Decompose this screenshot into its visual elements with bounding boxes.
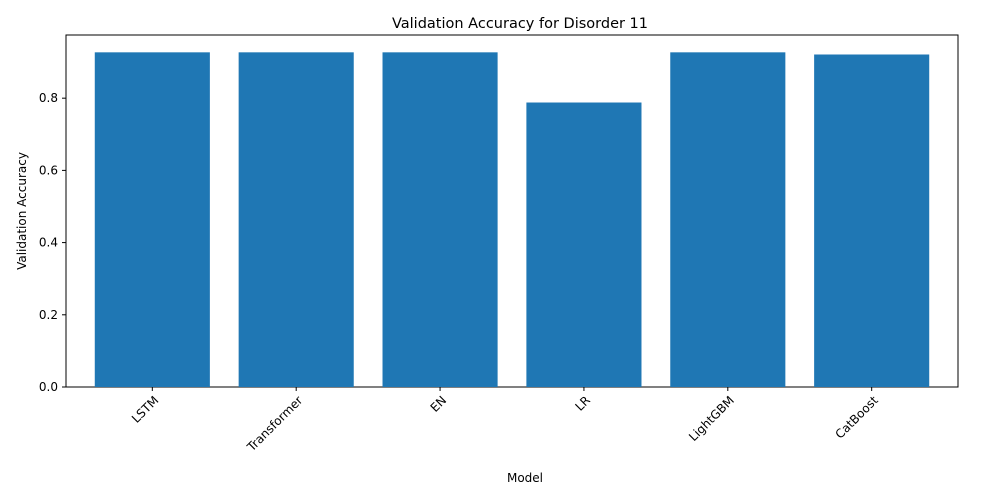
bar-transformer: [238, 52, 354, 388]
y-axis-label: Validation Accuracy: [15, 152, 29, 270]
x-tick-label: LR: [573, 393, 594, 414]
bar-lightgbm: [670, 52, 786, 388]
x-tick-label: LightGBM: [686, 393, 737, 444]
plot-area: [65, 34, 959, 388]
y-tick-label: 0.2: [39, 308, 58, 322]
x-axis-label: Model: [507, 471, 543, 485]
y-tick-label: 0.8: [39, 91, 58, 105]
bar-lr: [526, 102, 642, 388]
axes-frame: [65, 34, 959, 388]
x-tick-label: Transformer: [244, 393, 306, 455]
y-tick-label: 0.0: [39, 380, 58, 394]
bar-lstm: [94, 52, 210, 388]
x-tick-label: CatBoost: [832, 393, 881, 442]
x-tick-label: EN: [428, 393, 450, 415]
x-axis: LSTM Transformer EN LR LightGBM CatBoost: [129, 387, 881, 455]
y-tick-label: 0.4: [39, 236, 58, 250]
bar-catboost: [814, 54, 930, 387]
bars: [94, 52, 930, 388]
chart-title: Validation Accuracy for Disorder 11: [392, 16, 648, 32]
y-axis: 0.0 0.2 0.4 0.6 0.8: [39, 91, 66, 394]
y-tick-label: 0.6: [39, 163, 58, 177]
x-tick-label: LSTM: [129, 393, 162, 426]
bar-en: [382, 52, 498, 388]
